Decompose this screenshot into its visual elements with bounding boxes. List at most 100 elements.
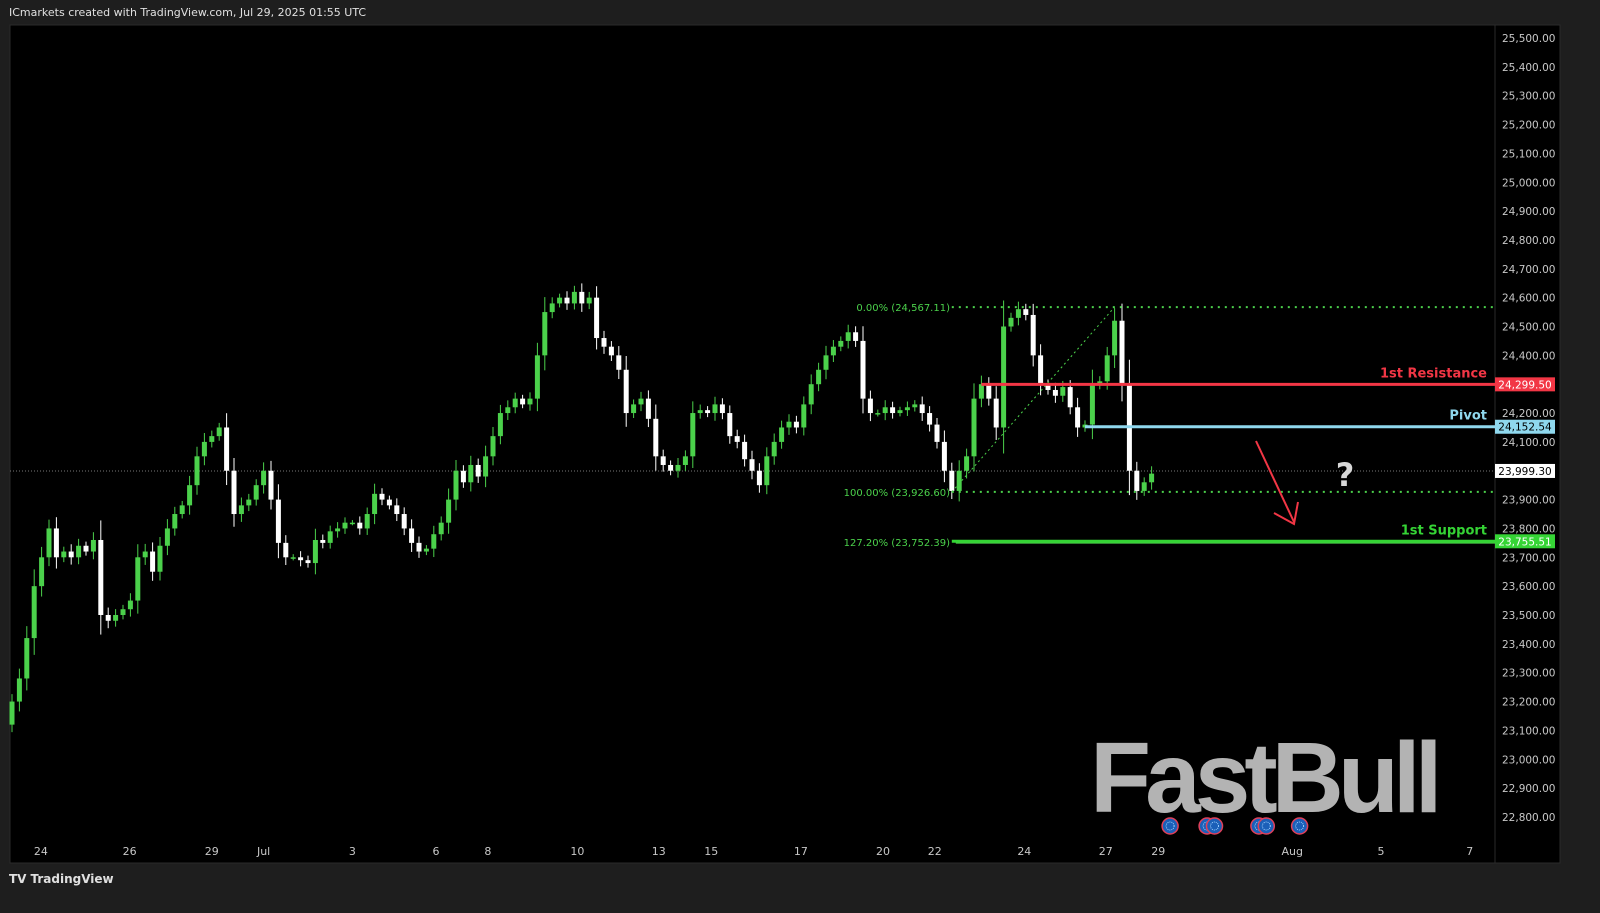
candle-body	[290, 557, 296, 559]
candle-body	[986, 384, 992, 399]
candle-body	[1075, 407, 1081, 428]
event-marker-icon	[1257, 817, 1276, 835]
candle-body	[1134, 470, 1140, 491]
candle-body	[808, 384, 814, 405]
candle-body	[298, 557, 304, 561]
event-marker-inner	[1295, 821, 1305, 831]
tradingview-brand: TradingView	[30, 872, 114, 886]
event-marker-icon	[1290, 817, 1309, 835]
fib-level-label: 0.00% (24,567.11)	[856, 303, 950, 314]
candle-body	[468, 464, 474, 483]
candle-body	[113, 615, 119, 621]
candle-body	[364, 514, 370, 529]
candle-body	[460, 470, 466, 483]
candle-body	[653, 418, 659, 457]
candle-body	[934, 424, 940, 442]
event-marker-inner	[1210, 821, 1219, 831]
candle-body	[1067, 387, 1073, 408]
event-marker-inner	[1261, 821, 1271, 831]
y-tick-label: 23,300.00	[1502, 668, 1555, 680]
candle-body	[927, 413, 933, 425]
x-tick-label: 6	[433, 845, 440, 858]
candle-body	[801, 404, 807, 428]
price-tag	[1495, 534, 1555, 549]
candle-body	[135, 557, 141, 601]
y-tick-label: 25,000.00	[1502, 177, 1555, 189]
candle-body	[1038, 355, 1044, 385]
candle-body	[1023, 309, 1029, 315]
candle-body	[564, 297, 570, 304]
candle-body	[542, 312, 548, 356]
candle-body	[867, 398, 873, 414]
candle-body	[993, 398, 999, 428]
chart-attribution: ICmarkets created with TradingView.com, …	[9, 6, 367, 19]
candle-body	[668, 464, 674, 471]
candle-body	[9, 701, 15, 725]
x-tick-label: 3	[349, 845, 356, 858]
candle-body	[690, 413, 696, 457]
candle-body	[882, 407, 888, 414]
candle-body	[105, 615, 111, 621]
candle-body	[142, 551, 148, 558]
candle-body	[971, 398, 977, 457]
candle-body	[1119, 320, 1125, 385]
candle-body	[579, 291, 585, 304]
y-tick-label: 23,600.00	[1502, 581, 1555, 593]
candle-body	[742, 441, 748, 460]
candle-body	[557, 297, 563, 304]
candle-body	[83, 545, 89, 552]
down-arrow-icon	[1255, 440, 1295, 523]
candle-body	[216, 427, 222, 437]
candle-body	[238, 505, 244, 515]
price-axis	[1494, 24, 1561, 864]
y-tick-label: 24,900.00	[1502, 206, 1555, 218]
candle-body	[379, 493, 385, 500]
x-tick-label: 10	[570, 845, 584, 858]
candle-body	[816, 369, 822, 385]
candle-body	[786, 421, 792, 428]
y-tick-label: 24,200.00	[1502, 408, 1555, 420]
candle-body	[68, 551, 74, 558]
level-label: Pivot	[1449, 409, 1487, 424]
candle-body	[423, 548, 429, 552]
candle-body	[253, 485, 259, 500]
y-tick-label: 24,700.00	[1502, 264, 1555, 276]
candle-body	[261, 470, 267, 486]
candle-body	[1089, 384, 1095, 425]
price-tag-label: 24,299.50	[1498, 379, 1551, 391]
candle-body	[771, 441, 777, 457]
y-tick-label: 24,500.00	[1502, 322, 1555, 334]
candle-body	[1052, 389, 1058, 396]
candle-body	[283, 542, 289, 558]
candle-body	[571, 291, 577, 304]
candle-body	[231, 470, 237, 515]
y-tick-label: 22,800.00	[1502, 812, 1555, 824]
candle-body	[727, 413, 733, 437]
candle-body	[956, 470, 962, 491]
candle-body	[24, 638, 30, 679]
candle-body	[860, 340, 866, 399]
x-tick-label: 29	[205, 845, 219, 858]
candle-body	[120, 609, 126, 615]
candle-body	[16, 678, 22, 702]
candle-body	[978, 384, 984, 399]
candle-body	[46, 528, 52, 558]
candle-body	[372, 493, 378, 515]
candle-body	[335, 528, 341, 532]
candle-body	[712, 404, 718, 414]
candle-body	[90, 539, 96, 552]
tradingview-logo[interactable]: 𝗧𝗩 TradingView	[9, 872, 114, 886]
y-tick-label: 23,400.00	[1502, 639, 1555, 651]
x-tick-label: 24	[34, 845, 48, 858]
candle-body	[1008, 317, 1014, 327]
candle-body	[416, 542, 422, 552]
event-marker-icon	[1161, 817, 1179, 835]
candle-body	[164, 528, 170, 546]
y-tick-label: 25,500.00	[1502, 33, 1555, 45]
y-tick-label: 24,400.00	[1502, 350, 1555, 362]
top-bar: ICmarkets created with TradingView.com, …	[0, 0, 1600, 25]
candle-body	[505, 407, 511, 414]
candle-body	[608, 346, 614, 356]
candle-body	[475, 464, 481, 477]
